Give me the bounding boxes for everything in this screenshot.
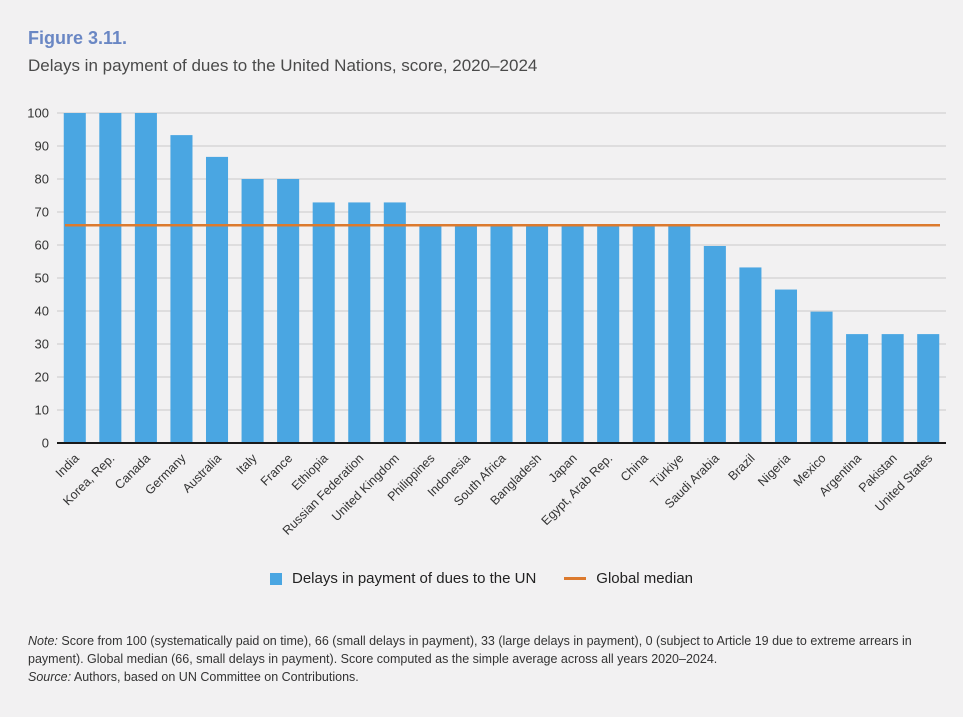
figure-notes: Note: Score from 100 (systematically pai…	[28, 632, 928, 686]
bar	[348, 202, 371, 443]
bar	[917, 334, 940, 443]
bar	[63, 113, 86, 443]
bar	[846, 334, 869, 443]
legend-item-bars: Delays in payment of dues to the UN	[269, 570, 537, 587]
note-text: Score from 100 (systematically paid on t…	[28, 634, 912, 666]
bar	[632, 225, 655, 443]
y-tick-label: 40	[35, 304, 49, 319]
y-tick-label: 30	[35, 337, 49, 352]
x-tick-label: Brazil	[726, 451, 758, 483]
legend: Delays in payment of dues to the UN Glob…	[0, 570, 963, 587]
y-tick-label: 0	[42, 436, 49, 451]
bar	[277, 179, 300, 443]
gridlines	[57, 112, 946, 411]
bar	[490, 225, 513, 443]
x-tick-label: Japan	[546, 451, 580, 485]
figure-title: Delays in payment of dues to the United …	[28, 56, 538, 75]
bar	[99, 113, 122, 443]
y-tick-label: 70	[35, 205, 49, 220]
legend-bar-swatch	[269, 572, 282, 585]
bar	[526, 225, 549, 443]
bar	[739, 267, 762, 443]
y-tick-label: 100	[27, 106, 49, 121]
bar	[561, 225, 584, 443]
figure-label: Figure 3.11.	[28, 28, 128, 48]
bar	[383, 202, 406, 443]
source-label: Source:	[28, 670, 72, 684]
bar	[774, 289, 798, 443]
x-tick-label: China	[618, 451, 651, 484]
bar	[205, 156, 229, 443]
bar	[170, 135, 193, 444]
x-tick-label: Italy	[234, 451, 261, 478]
bar	[597, 225, 620, 443]
legend-median-swatch	[564, 577, 587, 580]
bar	[134, 113, 157, 443]
bar	[881, 334, 904, 443]
legend-median-label: Global median	[596, 570, 694, 587]
note-label: Note:	[28, 634, 58, 648]
bar	[419, 225, 442, 443]
bar	[668, 225, 691, 443]
bar	[454, 225, 477, 443]
bar	[312, 202, 335, 443]
y-tick-label: 10	[35, 403, 49, 418]
legend-item-median: Global median	[564, 570, 693, 587]
y-tick-label: 90	[35, 139, 49, 154]
x-tick-label: Australia	[180, 451, 224, 495]
y-tick-label: 80	[35, 172, 49, 187]
bar	[703, 245, 726, 443]
y-tick-label: 50	[35, 271, 49, 286]
y-tick-label: 60	[35, 238, 49, 253]
x-tick-label: Nigeria	[755, 451, 793, 489]
note-paragraph: Note: Score from 100 (systematically pai…	[28, 632, 928, 668]
bars	[63, 113, 940, 444]
x-tick-label: India	[53, 451, 82, 480]
y-axis-ticks: 0 10 20 30 40 50 60 70 80 90 100	[27, 106, 49, 451]
bar	[810, 311, 833, 443]
y-tick-label: 20	[35, 370, 49, 385]
bar	[241, 179, 264, 443]
source-paragraph: Source: Authors, based on UN Committee o…	[28, 668, 928, 686]
source-text: Authors, based on UN Committee on Contri…	[71, 670, 359, 684]
legend-bar-label: Delays in payment of dues to the UN	[291, 570, 537, 587]
